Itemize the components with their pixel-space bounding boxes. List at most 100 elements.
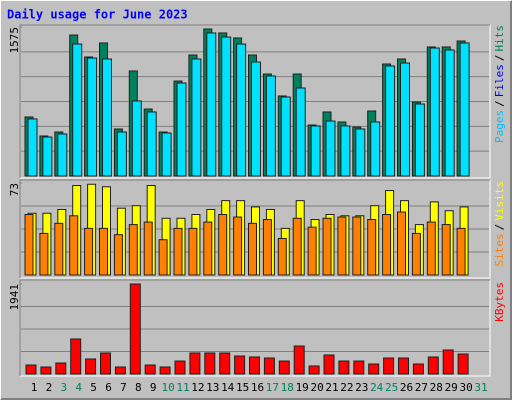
bar (249, 356, 260, 375)
bar (69, 215, 79, 276)
x-tick-label: 21 (325, 381, 338, 394)
bar (218, 214, 228, 276)
panel-frame-edge (19, 279, 490, 376)
bar (441, 224, 451, 276)
bar (457, 353, 469, 375)
x-tick-label: 13 (206, 381, 219, 394)
x-tick-label: 9 (150, 381, 157, 394)
axis-label-part: Visits (493, 181, 506, 221)
bar (340, 125, 351, 177)
x-tick-label: 5 (90, 381, 97, 394)
x-tick-label: 2 (46, 381, 53, 394)
bar (57, 133, 68, 177)
x-tick-label: 12 (191, 381, 204, 394)
axis-label-part: Hits (493, 25, 506, 52)
bar (397, 211, 406, 276)
bar (161, 132, 172, 177)
axis-label-part: KBytes (493, 282, 506, 322)
x-tick-label: 24 (370, 381, 384, 394)
x-tick-label: 3 (60, 381, 67, 394)
bar (262, 219, 272, 276)
chart-title: Daily usage for June 2023 (7, 8, 188, 22)
bar (355, 128, 366, 177)
bar (251, 61, 261, 177)
bar (128, 224, 138, 276)
bar (114, 366, 126, 375)
bar (27, 118, 38, 177)
bar (102, 58, 112, 177)
axis-label-part: Pages (493, 110, 506, 143)
bar (368, 363, 380, 375)
bar (370, 121, 381, 177)
bar (293, 345, 305, 375)
bar (400, 62, 410, 177)
panel-frame-edge (19, 179, 490, 278)
x-tick-label: 26 (400, 381, 413, 394)
bar (146, 111, 157, 177)
panel-frame-edge (19, 24, 490, 178)
bar (233, 216, 243, 276)
bar (131, 100, 142, 177)
axis-label-part: / (493, 224, 506, 231)
bar (412, 363, 424, 375)
x-tick-label: 1 (31, 381, 38, 394)
x-tick-label: 17 (266, 381, 279, 394)
y-tick-label: 1575 (8, 27, 21, 54)
bar (292, 217, 302, 276)
bar (414, 103, 425, 177)
x-tick-label: 8 (135, 381, 142, 394)
x-tick-label: 25 (385, 381, 398, 394)
bar (191, 58, 202, 177)
bar (295, 87, 306, 177)
bar (25, 364, 37, 375)
x-tick-label: 20 (310, 381, 323, 394)
bar (24, 214, 34, 276)
bar (39, 232, 49, 276)
bar (54, 222, 64, 276)
bar (99, 227, 108, 276)
x-tick-label: 29 (445, 381, 458, 394)
x-tick-label: 14 (221, 381, 235, 394)
bar (248, 222, 257, 276)
x-tick-label: 22 (340, 381, 353, 394)
bar (280, 96, 291, 177)
axis-label-part: / (493, 100, 506, 107)
bar (308, 365, 320, 375)
axis-label-part: Sites (493, 233, 506, 266)
bar (158, 239, 168, 276)
bar (221, 36, 232, 177)
bar (159, 366, 171, 375)
bar (40, 366, 52, 375)
bar (398, 357, 409, 375)
bar (188, 227, 198, 276)
x-tick-label: 15 (236, 381, 249, 394)
bar (444, 49, 455, 177)
x-tick-label: 11 (176, 381, 189, 394)
bar (383, 357, 395, 375)
x-tick-label: 30 (459, 381, 472, 394)
bar (382, 214, 392, 276)
x-tick-label: 27 (415, 381, 428, 394)
x-tick-label: 23 (355, 381, 368, 394)
x-tick-label: 19 (296, 381, 309, 394)
bar (174, 360, 186, 375)
x-tick-label: 28 (430, 381, 443, 394)
bar (203, 221, 213, 276)
bar (456, 227, 466, 276)
bar (367, 219, 377, 276)
bar (143, 221, 153, 276)
bar (55, 362, 67, 375)
axis-label-part: / (493, 55, 506, 62)
bar (278, 360, 290, 375)
bar (310, 125, 321, 177)
axis-label: KBytes (493, 282, 506, 322)
bar (263, 357, 275, 375)
bar (234, 355, 246, 375)
bar (442, 349, 454, 375)
x-tick-label: 6 (105, 381, 112, 394)
x-tick-label: 7 (120, 381, 127, 394)
bar (325, 120, 336, 177)
bar (100, 352, 111, 375)
bar (189, 352, 201, 375)
